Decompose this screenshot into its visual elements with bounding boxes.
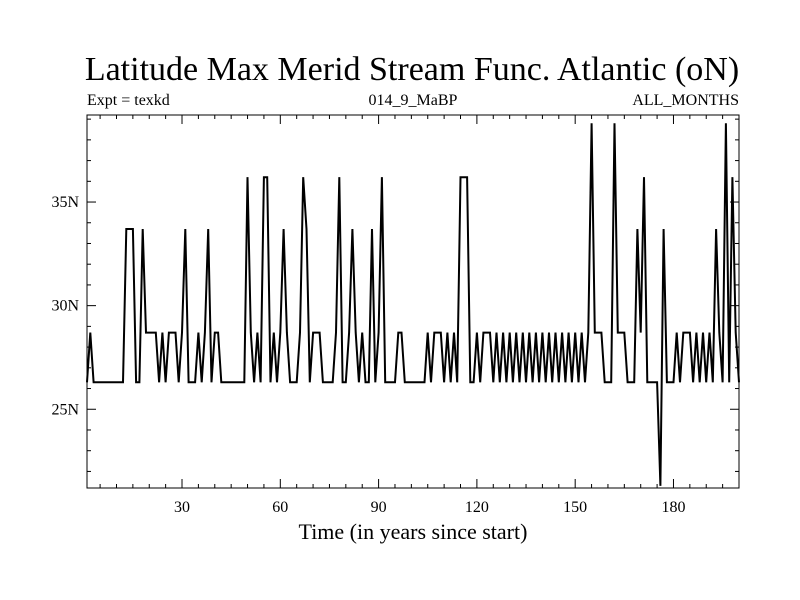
x-tick-label: 90 xyxy=(371,499,387,516)
chart-title: Latitude Max Merid Stream Func. Atlantic… xyxy=(85,51,739,88)
axis-tick-labels: 30 60 90 120 150 180 25N 30N 35N xyxy=(51,194,685,516)
y-tick-label: 30N xyxy=(51,298,79,315)
x-tick-label: 180 xyxy=(661,499,685,516)
axis-ticks xyxy=(87,115,740,488)
y-tick-label: 25N xyxy=(51,401,79,418)
y-tick-label: 35N xyxy=(51,194,79,211)
run-label: 014_9_MaBP xyxy=(369,92,458,109)
x-tick-label: 30 xyxy=(174,499,190,516)
x-tick-label: 120 xyxy=(465,499,489,516)
experiment-label: Expt = texkd xyxy=(87,92,170,109)
months-label: ALL_MONTHS xyxy=(632,92,739,109)
x-tick-label: 150 xyxy=(563,499,587,516)
x-axis-label: Time (in years since start) xyxy=(299,519,528,544)
series-layer xyxy=(86,123,740,486)
series-line xyxy=(86,123,740,486)
plot-frame xyxy=(86,114,740,489)
x-tick-label: 60 xyxy=(272,499,288,516)
